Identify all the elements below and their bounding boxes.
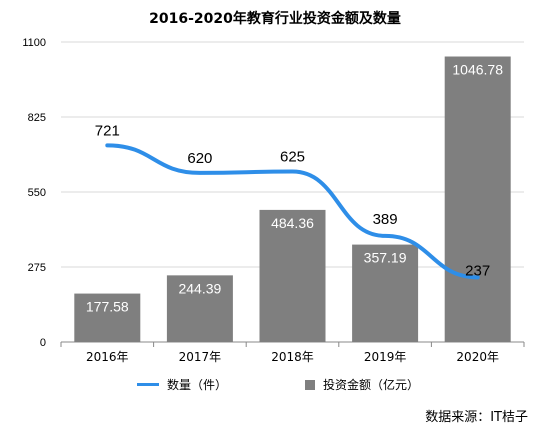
x-tick-label: 2017年 (179, 350, 222, 364)
line-value-label: 237 (465, 262, 490, 279)
legend: 数量（件） 投资金额（亿元） (0, 376, 550, 396)
data-source: 数据来源：IT桔子 (425, 410, 528, 425)
bar-value-label: 484.36 (271, 215, 314, 231)
legend-line-swatch (137, 383, 159, 386)
chart-title: 2016-2020年教育行业投资金额及数量 (149, 11, 401, 27)
y-tick-label: 825 (28, 112, 46, 124)
bar (444, 56, 511, 342)
line-value-label: 721 (95, 122, 120, 139)
line-value-label: 389 (373, 211, 398, 228)
y-tick-label: 0 (40, 337, 46, 349)
line-value-label: 620 (187, 150, 212, 167)
bar (259, 209, 326, 342)
x-tick-label: 2016年 (86, 350, 129, 364)
x-tick-label: 2020年 (456, 350, 499, 364)
bar (74, 293, 141, 342)
bar-value-label: 177.58 (86, 299, 129, 315)
line-value-label: 625 (280, 149, 305, 166)
bar-value-label: 357.19 (364, 250, 407, 266)
legend-item-count: 数量（件） (137, 376, 227, 393)
bar (166, 275, 233, 342)
bar-value-label: 244.39 (178, 280, 221, 296)
legend-item-amount: 投资金额（亿元） (305, 376, 419, 393)
legend-label-amount: 投资金额（亿元） (323, 378, 420, 392)
legend-label-count: 数量（件） (167, 378, 228, 392)
legend-bar-swatch (305, 379, 315, 390)
x-tick-label: 2018年 (271, 350, 314, 364)
y-tick-label: 1100 (22, 37, 46, 49)
y-tick-label: 275 (28, 262, 46, 274)
x-tick-label: 2019年 (364, 350, 407, 364)
line-series-count (105, 143, 480, 280)
y-tick-label: 550 (28, 187, 46, 199)
bar-value-label: 1046.78 (452, 62, 503, 78)
bar (352, 244, 419, 342)
